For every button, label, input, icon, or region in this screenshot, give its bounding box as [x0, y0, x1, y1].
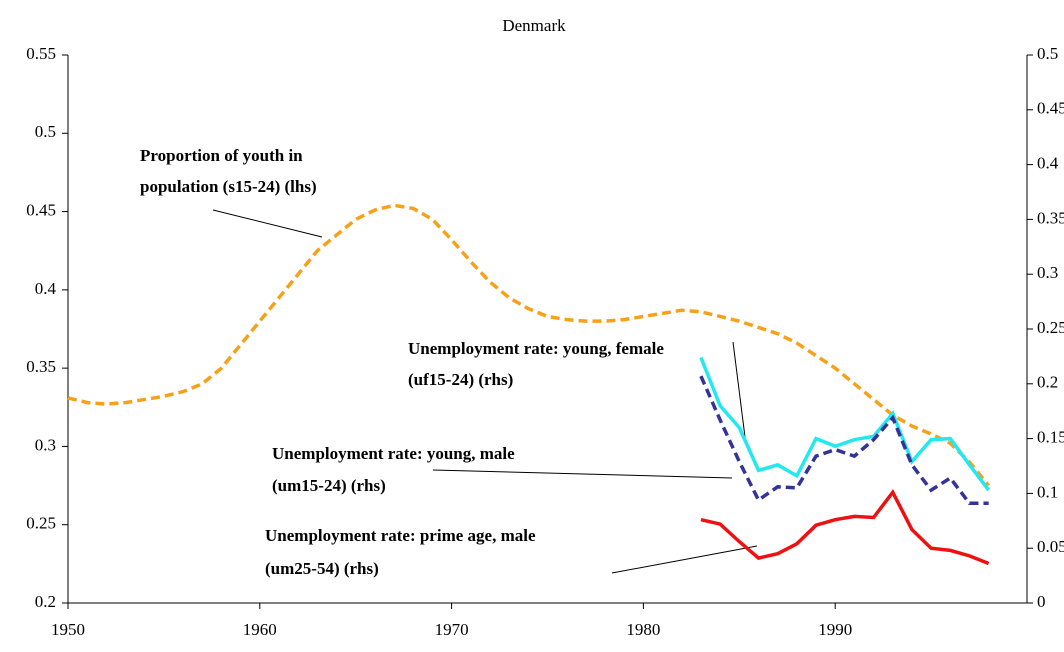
chart-title: Denmark — [502, 16, 566, 35]
y2-tick-label: 0.3 — [1037, 263, 1058, 282]
leader-line — [212, 209, 323, 238]
y-tick-label: 0.3 — [35, 435, 56, 454]
leader-line — [732, 341, 746, 438]
y2-tick-label: 0.05 — [1037, 537, 1064, 556]
x-tick-label: 1950 — [51, 620, 85, 639]
y2-tick-label: 0.4 — [1037, 154, 1059, 173]
annotation: Proportion of youth in — [140, 146, 303, 165]
y-tick-label: 0.2 — [35, 592, 56, 611]
leader-line — [432, 469, 733, 479]
annotation: (um25-54) (rhs) — [265, 559, 379, 578]
y2-tick-label: 0.35 — [1037, 208, 1064, 227]
leader-line — [611, 545, 758, 574]
x-tick-label: 1990 — [818, 620, 852, 639]
y2-tick-label: 0.15 — [1037, 428, 1064, 447]
y2-tick-label: 0.25 — [1037, 318, 1064, 337]
x-tick-label: 1980 — [626, 620, 660, 639]
y-tick-label: 0.45 — [26, 200, 56, 219]
y2-tick-label: 0.5 — [1037, 44, 1058, 63]
x-tick-label: 1960 — [243, 620, 277, 639]
annotation: population (s15-24) (lhs) — [140, 177, 317, 196]
x-tick-label: 1970 — [435, 620, 469, 639]
series-line — [699, 356, 991, 492]
annotation: Unemployment rate: young, male — [272, 444, 515, 463]
y2-tick-label: 0 — [1037, 592, 1046, 611]
annotation: (um15-24) (rhs) — [272, 476, 386, 495]
y-tick-label: 0.35 — [26, 357, 56, 376]
annotation: Unemployment rate: prime age, male — [265, 526, 536, 545]
y2-tick-label: 0.45 — [1037, 99, 1064, 118]
y-tick-label: 0.55 — [26, 44, 56, 63]
y2-tick-label: 0.2 — [1037, 373, 1058, 392]
series-line — [67, 203, 990, 487]
annotation: Unemployment rate: young, female — [408, 339, 664, 358]
y2-tick-label: 0.1 — [1037, 482, 1058, 501]
y-tick-label: 0.4 — [35, 279, 57, 298]
annotation: (uf15-24) (rhs) — [408, 370, 513, 389]
annotations: Proportion of youth in population (s15-2… — [140, 146, 758, 578]
y-tick-label: 0.5 — [35, 122, 56, 141]
y-tick-label: 0.25 — [26, 514, 56, 533]
series-line — [699, 375, 989, 506]
series-line — [700, 489, 990, 566]
